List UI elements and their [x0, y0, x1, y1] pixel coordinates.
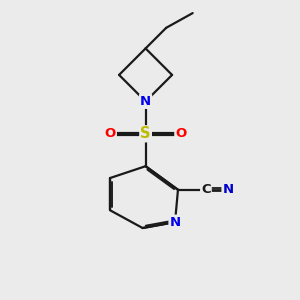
Text: N: N [169, 216, 181, 229]
Text: O: O [105, 127, 116, 140]
Text: C: C [201, 183, 211, 196]
Text: S: S [140, 126, 151, 141]
Text: N: N [140, 95, 151, 108]
Text: O: O [175, 127, 187, 140]
Text: N: N [223, 183, 234, 196]
